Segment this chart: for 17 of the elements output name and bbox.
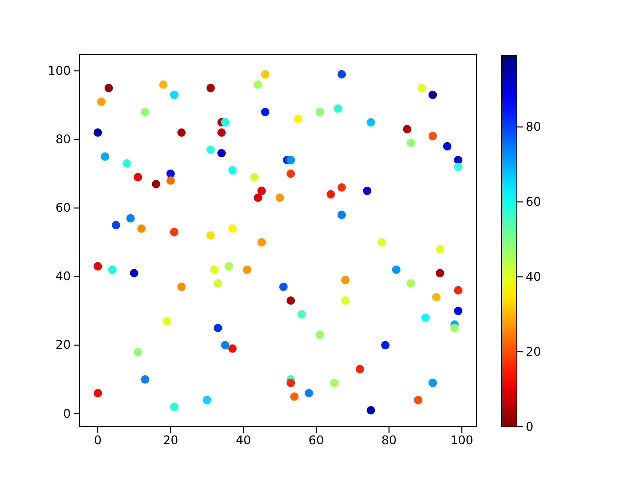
y-tick-label: 0	[63, 406, 71, 421]
color-bar-label: 60	[526, 194, 542, 209]
x-tick-label: 20	[163, 434, 178, 448]
color-bar-label: 80	[526, 120, 542, 134]
x-tick-label: 80	[382, 434, 397, 448]
color-bar-label: 40	[526, 270, 542, 284]
x-tick-label: 40	[236, 434, 252, 448]
y-tick-label: 40	[56, 270, 71, 284]
color-bar-label: 20	[526, 344, 542, 359]
y-tick-label: 100	[48, 64, 71, 78]
y-tick-label: 60	[56, 201, 71, 216]
color-bar-label: 0	[526, 420, 534, 434]
x-tick-label: 100	[450, 434, 474, 448]
x-tick-label: 60	[308, 434, 324, 448]
y-tick-label: 20	[56, 338, 71, 352]
x-tick-label: 0	[94, 434, 102, 448]
y-tick-label: 80	[56, 132, 71, 147]
